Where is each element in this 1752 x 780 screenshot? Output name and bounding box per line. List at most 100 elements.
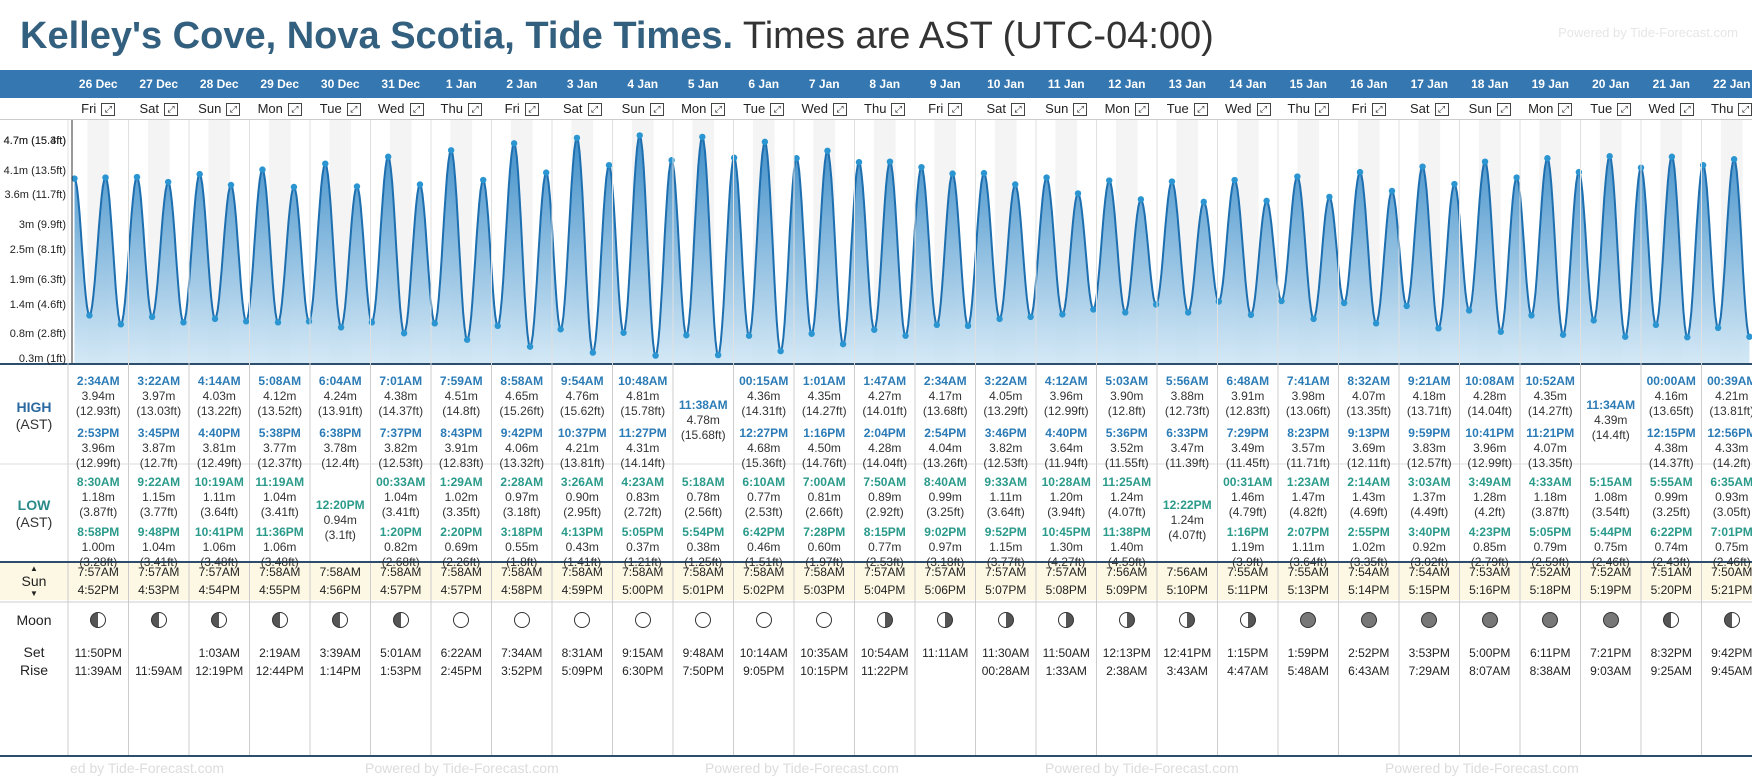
sunset-24: 5:18PM [1529, 583, 1571, 597]
dow-header-27: Thu ⤢ [1702, 98, 1752, 120]
low-tide-9-0: 4:23AM 0.83m (2.72ft) [621, 475, 665, 519]
moon-icon [1058, 612, 1075, 628]
tide-area [74, 135, 1750, 364]
expand-icon[interactable]: ⤢ [1434, 103, 1449, 117]
expand-icon[interactable]: ⤢ [833, 103, 847, 117]
tide-point [1668, 153, 1676, 160]
dow-header-13: Thu ⤢ [855, 98, 916, 120]
sunrise-0: 7:57AM [77, 565, 119, 579]
sunrise-23: 7:53AM [1469, 565, 1511, 579]
day-of-week: Wed [801, 101, 829, 116]
date-header-16: 11 Jan [1047, 77, 1085, 91]
expand-icon[interactable]: ⤢ [1558, 103, 1573, 117]
day-of-week: Sun [1045, 101, 1069, 116]
tide-point [761, 138, 769, 146]
y-axis-tick-label: 3.6m (11.7ft) [4, 189, 66, 202]
expand-icon[interactable]: ⤢ [1314, 103, 1329, 117]
tide-point [431, 320, 438, 327]
moon-set-3: 2:19AM [259, 646, 301, 660]
day-of-week: Thu [440, 101, 463, 116]
expand-icon[interactable]: ⤢ [346, 103, 361, 117]
expand-icon[interactable]: ⤢ [287, 103, 302, 117]
sunset-16: 5:08PM [1045, 583, 1087, 597]
tide-point [1435, 325, 1442, 332]
tide-point [1372, 320, 1380, 327]
expand-icon[interactable]: ⤢ [1371, 103, 1386, 117]
date-header-10: 5 Jan [687, 77, 719, 91]
expand-icon[interactable]: ⤢ [1134, 103, 1149, 117]
dow-header-17: Mon ⤢ [1097, 98, 1158, 120]
high-tide-14-1: 2:54PM 4.04m (13.26ft) [922, 426, 968, 470]
moon-phase-26 [1641, 612, 1702, 632]
high-tide-17-0: 5:03AM 3.90m (12.8ft) [1105, 374, 1149, 418]
low-tide-23-1: 4:23PM 0.85m (2.79ft) [1468, 525, 1511, 569]
expand-icon[interactable]: ⤢ [587, 103, 602, 117]
high-tide-15-0: 3:22AM 4.05m (13.29ft) [983, 374, 1029, 418]
expand-icon[interactable]: ⤢ [1496, 103, 1511, 117]
moon-set-13: 10:54AM [860, 646, 909, 660]
expand-icon[interactable]: ⤢ [711, 103, 726, 117]
moon-set-4: 3:39AM [319, 646, 361, 660]
moon-icon [695, 612, 712, 628]
expand-icon[interactable]: ⤢ [1193, 103, 1208, 117]
high-tide-2-1: 4:40PM 3.81m (12.49ft) [196, 426, 242, 470]
expand-icon[interactable]: ⤢ [164, 103, 178, 117]
moon-phase-15 [976, 612, 1037, 632]
day-of-week: Thu [864, 101, 887, 116]
y-axis-bg [0, 120, 68, 364]
tide-point [1559, 331, 1567, 338]
low-tide-0-1: 8:58PM 1.00m (3.28ft) [77, 525, 120, 569]
dow-header-3: Mon ⤢ [250, 98, 311, 120]
moon-phase-7 [492, 612, 553, 632]
expand-icon[interactable]: ⤢ [948, 103, 963, 117]
low-tide-17-1: 11:38PM 1.40m (4.59ft) [1102, 525, 1151, 569]
expand-icon[interactable]: ⤢ [1073, 103, 1088, 117]
moon-rise-7: 3:52PM [501, 664, 543, 678]
high-tide-4-0: 6:04AM 4.24m (13.91ft) [317, 374, 363, 418]
expand-icon[interactable]: ⤢ [226, 103, 241, 117]
moon-icon [271, 612, 288, 628]
expand-icon[interactable]: ⤢ [1738, 103, 1752, 117]
expand-icon[interactable]: ⤢ [101, 103, 116, 117]
low-tide-24-1: 5:05PM 0.79m (2.59ft) [1529, 525, 1572, 569]
expand-icon[interactable]: ⤢ [524, 103, 539, 117]
low-ast-label: (AST) [15, 514, 53, 530]
high-tide-21-0: 8:32AM 4.07m (13.35ft) [1346, 374, 1392, 418]
moon-phase-12 [794, 612, 855, 632]
sunrise-3: 7:58AM [259, 565, 301, 579]
expand-icon[interactable]: ⤢ [770, 103, 785, 117]
date-header-0: 26 Dec [78, 77, 118, 91]
low-tide-21-0: 2:14AM 1.43m (4.69ft) [1347, 475, 1391, 519]
sunset-13: 5:04PM [864, 583, 906, 597]
tide-point [1451, 180, 1458, 188]
low-tide-4: 12:20PM 0.94m (3.1ft) [315, 498, 365, 542]
date-header-5: 31 Dec [381, 77, 421, 91]
date-header-27: 22 Jan [1713, 77, 1751, 91]
expand-icon[interactable]: ⤢ [1256, 103, 1271, 117]
expand-icon[interactable]: ⤢ [891, 103, 906, 117]
expand-icon[interactable]: ⤢ [1680, 103, 1694, 117]
low-tide-11-1: 6:42PM 0.46m (1.51ft) [742, 525, 785, 569]
y-axis-tick-label: 4.1m (13.5ft) [3, 164, 66, 177]
high-tide-9-1: 11:27PM 4.31m (14.14ft) [618, 426, 667, 470]
expand-icon[interactable]: ⤢ [467, 103, 482, 117]
tide-point [1012, 181, 1019, 188]
dow-header-25: Tue ⤢ [1581, 98, 1642, 120]
moon-rise-27: 9:45AM [1711, 664, 1752, 678]
moon-phase-25 [1581, 612, 1642, 632]
expand-icon[interactable]: ⤢ [1617, 103, 1632, 117]
expand-icon[interactable]: ⤢ [649, 103, 664, 117]
expand-icon[interactable]: ⤢ [409, 103, 424, 117]
date-header-14: 9 Jan [929, 77, 961, 91]
moon-icon [513, 612, 530, 628]
moon-rise-9: 6:30PM [622, 664, 664, 678]
expand-icon[interactable]: ⤢ [1011, 103, 1025, 117]
tide-point [1122, 309, 1129, 316]
moon-set-11: 10:14AM [739, 646, 788, 660]
low-tide-25-1: 5:44PM 0.75m (2.46ft) [1589, 525, 1632, 569]
moon-phase-18 [1157, 612, 1218, 632]
high-tide-20-1: 8:23PM 3.57m (11.71ft) [1286, 426, 1331, 470]
moon-set-2: 1:03AM [198, 646, 240, 660]
moon-icon [1179, 612, 1196, 628]
high-tide-24-1: 11:21PM 4.07m (13.35ft) [1526, 426, 1575, 470]
